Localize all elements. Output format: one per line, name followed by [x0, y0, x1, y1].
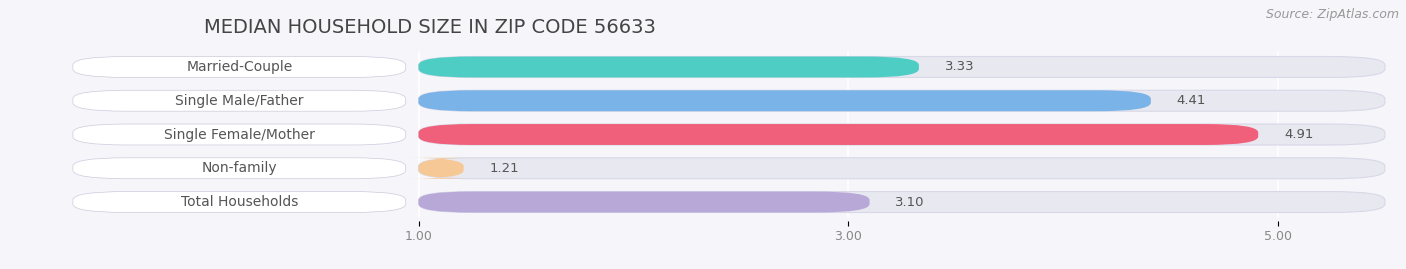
FancyBboxPatch shape	[73, 124, 406, 145]
FancyBboxPatch shape	[73, 56, 406, 77]
Text: 1.21: 1.21	[489, 162, 519, 175]
FancyBboxPatch shape	[419, 124, 1258, 145]
Text: 4.41: 4.41	[1177, 94, 1206, 107]
FancyBboxPatch shape	[419, 124, 1385, 145]
FancyBboxPatch shape	[73, 90, 406, 111]
Text: Total Households: Total Households	[180, 195, 298, 209]
Text: Non-family: Non-family	[201, 161, 277, 175]
Text: Source: ZipAtlas.com: Source: ZipAtlas.com	[1265, 8, 1399, 21]
Text: MEDIAN HOUSEHOLD SIZE IN ZIP CODE 56633: MEDIAN HOUSEHOLD SIZE IN ZIP CODE 56633	[204, 17, 655, 37]
FancyBboxPatch shape	[419, 192, 1385, 213]
FancyBboxPatch shape	[419, 90, 1152, 111]
FancyBboxPatch shape	[411, 158, 472, 179]
FancyBboxPatch shape	[419, 90, 1385, 111]
FancyBboxPatch shape	[419, 56, 920, 77]
Text: Single Female/Mother: Single Female/Mother	[165, 128, 315, 141]
Text: 3.33: 3.33	[945, 61, 974, 73]
FancyBboxPatch shape	[73, 192, 406, 213]
FancyBboxPatch shape	[419, 56, 1385, 77]
Text: 3.10: 3.10	[896, 196, 925, 208]
FancyBboxPatch shape	[73, 158, 406, 179]
Text: 4.91: 4.91	[1284, 128, 1313, 141]
Text: Single Male/Father: Single Male/Father	[176, 94, 304, 108]
FancyBboxPatch shape	[419, 192, 869, 213]
Text: Married-Couple: Married-Couple	[186, 60, 292, 74]
FancyBboxPatch shape	[419, 158, 1385, 179]
